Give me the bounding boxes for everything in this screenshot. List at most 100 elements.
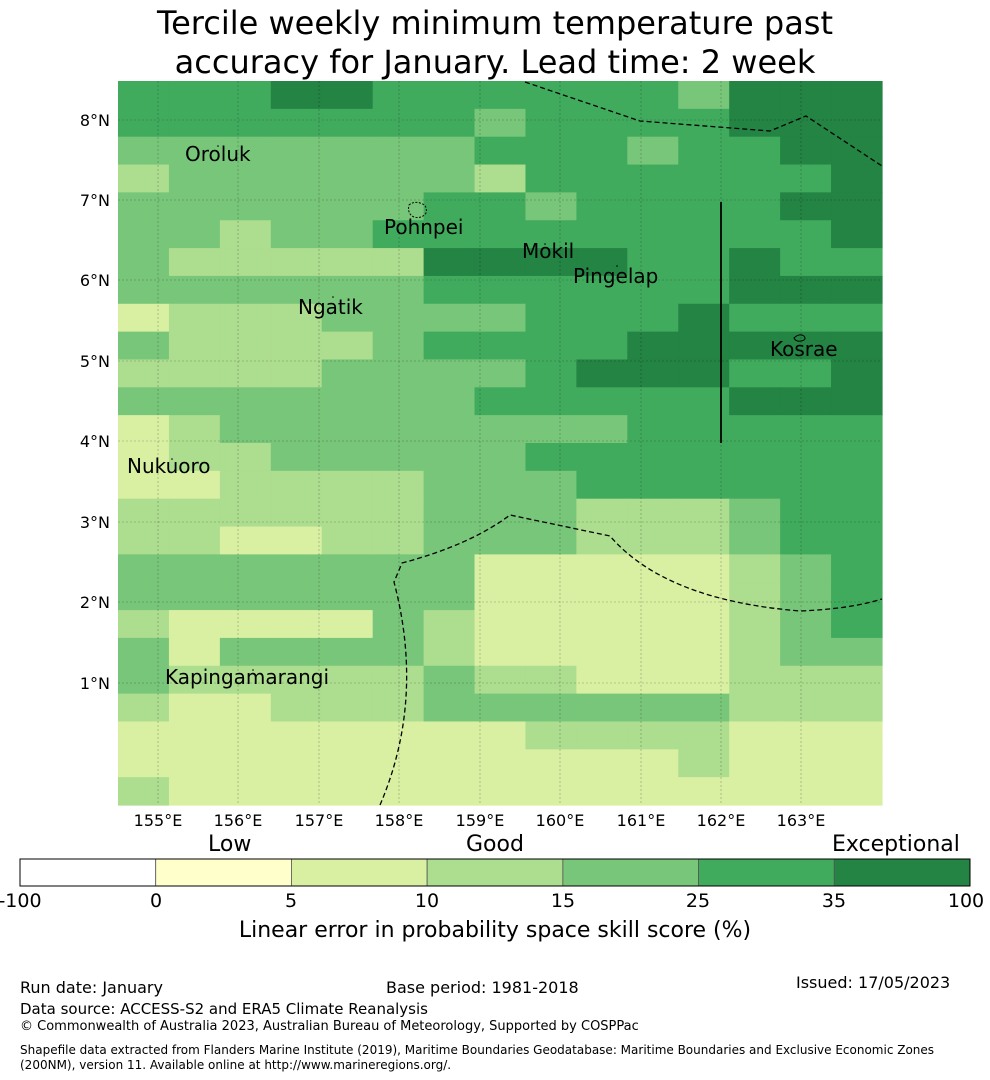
grid-cell — [729, 192, 781, 221]
grid-cell — [219, 526, 272, 555]
grid-cell — [729, 387, 781, 416]
grid-cell — [219, 331, 272, 361]
grid-cell — [118, 415, 170, 444]
pingelap-dot — [616, 265, 618, 267]
grid-cell — [219, 303, 272, 333]
grid-cell — [168, 108, 221, 138]
grid-cell — [270, 303, 323, 333]
grid-cell — [678, 693, 730, 723]
grid-cell — [627, 136, 679, 166]
grid-cell — [270, 359, 323, 388]
grid-cell — [321, 721, 374, 750]
grid-cell — [423, 164, 476, 193]
grid-cell — [780, 721, 832, 750]
grid-cell — [118, 749, 170, 778]
grid-cell — [525, 164, 577, 193]
grid-cell — [321, 359, 374, 388]
colorbar-tick-10: 10 — [414, 890, 440, 912]
grid-cell — [270, 637, 323, 667]
grid-cell — [423, 470, 476, 500]
grid-cell — [525, 192, 577, 221]
grid-cell — [831, 387, 883, 416]
grid-cell — [270, 582, 323, 611]
grid-cell — [780, 665, 832, 695]
grid-cell — [168, 721, 221, 750]
grid-cell — [780, 526, 832, 555]
grid-cell — [423, 220, 476, 249]
grid-cell — [627, 610, 679, 639]
grid-cell — [321, 582, 374, 611]
grid-cell — [627, 192, 679, 221]
grid-cell — [831, 470, 883, 500]
lon-label-155e: 155°E — [134, 811, 183, 830]
grid-cell — [831, 303, 883, 333]
grid-cell — [372, 275, 425, 305]
grid-cell — [219, 387, 272, 416]
grid-cell — [831, 665, 883, 695]
grid-cell — [219, 81, 272, 110]
grid-cell — [678, 136, 730, 166]
grid-cell — [678, 220, 730, 249]
grid-cell — [118, 470, 170, 500]
colorbar-tick-100: 100 — [947, 890, 985, 912]
data-source: Data source: ACCESS-S2 and ERA5 Climate … — [20, 1000, 428, 1018]
grid-cell — [780, 136, 832, 166]
grid-cell — [678, 526, 730, 555]
grid-cell — [474, 693, 527, 723]
grid-cell — [270, 331, 323, 361]
grid-cell — [780, 749, 832, 778]
grid-cell — [780, 164, 832, 193]
grid-cell — [372, 443, 425, 472]
grid-cell — [118, 582, 170, 611]
grid-cell — [372, 582, 425, 611]
grid-cell — [729, 359, 781, 388]
grid-cell — [321, 81, 374, 110]
grid-cell — [780, 303, 832, 333]
grid-cell — [168, 693, 221, 723]
grid-cell — [321, 248, 374, 277]
grid-cell — [576, 303, 628, 333]
grid-cell — [729, 81, 781, 110]
grid-cell — [678, 192, 730, 221]
grid-cell — [780, 554, 832, 583]
colorbar-segment — [833, 858, 971, 887]
grid-cell — [780, 275, 832, 305]
grid-cell — [321, 108, 374, 138]
grid-cell — [168, 637, 221, 667]
grid-cell — [525, 331, 577, 361]
grid-cell — [576, 387, 628, 416]
lat-label-5n: 5°N — [80, 352, 110, 371]
grid-cell — [270, 415, 323, 444]
lon-label-158e: 158°E — [375, 811, 424, 830]
grid-cell — [729, 303, 781, 333]
grid-cell — [219, 554, 272, 583]
shapefile-note: Shapefile data extracted from Flanders M… — [20, 1043, 935, 1072]
grid-cell — [321, 136, 374, 166]
grid-cell — [321, 415, 374, 444]
grid-cell — [678, 665, 730, 695]
grid-cell — [423, 526, 476, 555]
grid-cell — [678, 610, 730, 639]
grid-cell — [474, 498, 527, 528]
grid-cell — [321, 275, 374, 305]
kapingamarangi-dot — [252, 669, 254, 671]
grid-cell — [219, 637, 272, 667]
grid-cell — [372, 526, 425, 555]
grid-cell — [831, 443, 883, 472]
grid-cell — [474, 749, 527, 778]
grid-cell — [168, 610, 221, 639]
grid-cell — [118, 220, 170, 249]
grid-cell — [168, 749, 221, 778]
grid-cell — [270, 498, 323, 528]
grid-cell — [168, 248, 221, 277]
grid-cell — [270, 777, 323, 806]
grid-cell — [525, 359, 577, 388]
grid-cell — [729, 582, 781, 611]
grid-cell — [627, 275, 679, 305]
place-labels: Oroluk Pohnpei Mokil Pingelap Ngatik Kos… — [127, 142, 838, 689]
grid-cell — [780, 637, 832, 667]
grid-cell — [168, 136, 221, 166]
grid-cell — [729, 164, 781, 193]
grid-cell — [474, 610, 527, 639]
grid-cell — [780, 220, 832, 249]
